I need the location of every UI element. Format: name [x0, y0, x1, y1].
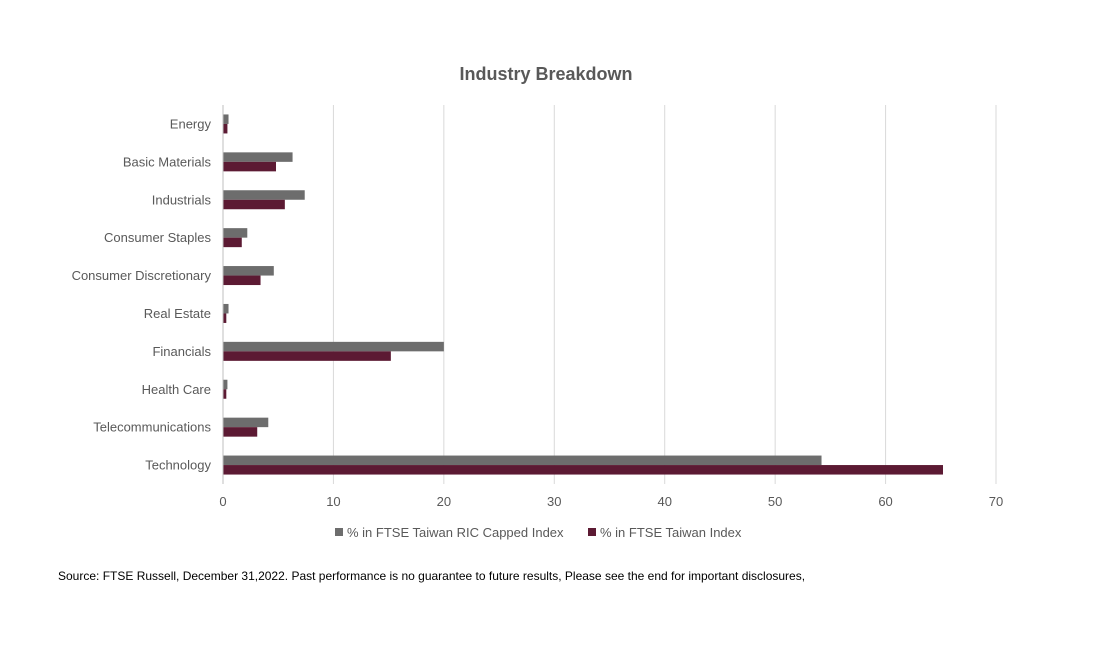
- bar: [223, 199, 285, 210]
- legend-label: % in FTSE Taiwan RIC Capped Index: [347, 525, 564, 540]
- x-tick-label: 40: [657, 494, 671, 509]
- bar: [223, 379, 228, 390]
- legend: % in FTSE Taiwan RIC Capped Index % in FT…: [335, 525, 742, 540]
- legend-label: % in FTSE Taiwan Index: [600, 525, 742, 540]
- x-tick-label: 0: [219, 494, 226, 509]
- category-label: Industrials: [152, 192, 212, 207]
- x-tick-label: 70: [989, 494, 1003, 509]
- bar: [223, 266, 274, 276]
- bar: [223, 303, 229, 314]
- bar: [223, 427, 258, 437]
- category-label: Energy: [170, 116, 212, 131]
- bar: [223, 237, 242, 248]
- x-tick-label: 50: [768, 494, 782, 509]
- category-label: Consumer Discretionary: [72, 268, 212, 283]
- gridlines: [332, 105, 997, 484]
- bar: [223, 465, 943, 475]
- category-label: Telecommunications: [93, 420, 211, 435]
- x-tick-label: 10: [326, 494, 340, 509]
- bar: [223, 275, 261, 286]
- legend-swatch: [335, 528, 343, 536]
- category-label: Basic Materials: [123, 154, 212, 169]
- category-label: Financials: [152, 344, 211, 359]
- bar: [223, 123, 228, 134]
- category-label: Technology: [145, 458, 211, 473]
- bar: [223, 313, 227, 323]
- bar: [223, 190, 305, 200]
- x-tick-label: 20: [437, 494, 451, 509]
- bar: [223, 341, 444, 352]
- category-label: Health Care: [142, 382, 211, 397]
- legend-swatch: [588, 528, 596, 536]
- bar: [223, 228, 248, 238]
- x-tick-label: 30: [547, 494, 561, 509]
- bar: [223, 417, 269, 428]
- bar: [223, 161, 277, 172]
- bars: [223, 114, 943, 475]
- bar: [223, 351, 391, 361]
- bar: [223, 152, 293, 162]
- axes: 0 10 20 30 40 50 60 70 Energy Basic Materials Indu…: [72, 105, 1003, 509]
- bar: [223, 455, 822, 466]
- source-note: Source: FTSE Russell, December 31,2022. …: [58, 569, 806, 583]
- bar: [223, 114, 229, 124]
- bar: [223, 389, 227, 399]
- category-label: Consumer Staples: [104, 230, 211, 245]
- chart-title: Industry Breakdown: [459, 64, 632, 84]
- x-tick-label: 60: [878, 494, 892, 509]
- category-label: Real Estate: [144, 306, 211, 321]
